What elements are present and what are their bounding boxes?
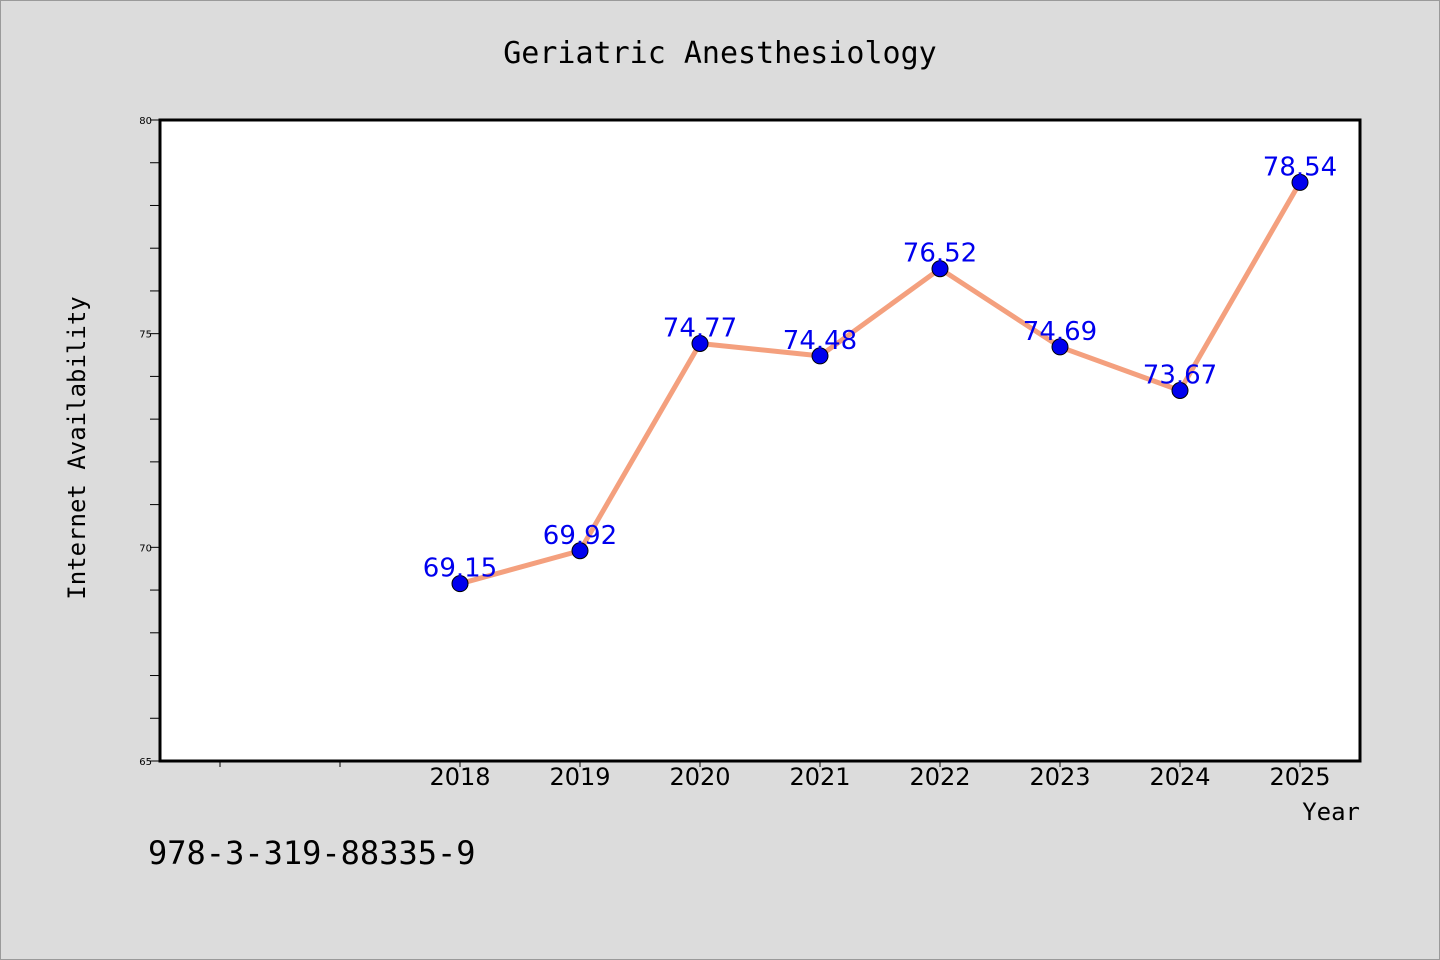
y-tick-label: 65 (139, 757, 152, 768)
x-tick-label: 2021 (789, 763, 850, 791)
plot-area (158, 118, 1362, 763)
x-tick-label: 2019 (549, 763, 610, 791)
x-tick-label: 2020 (669, 763, 730, 791)
series-line-group (451, 173, 1309, 593)
y-tick-label: 80 (139, 116, 152, 127)
isbn-code: 978-3-319-88335-9 (148, 834, 476, 872)
data-label: 74.69 (1023, 317, 1097, 347)
data-point (571, 542, 589, 560)
data-labels: 69.15 69.92 74.77 74.48 76.52 74.69 73.67 78.54 (423, 152, 1337, 583)
x-tick-label: 2022 (909, 763, 970, 791)
data-point (931, 260, 949, 278)
y-tick-label: 75 (139, 330, 152, 341)
data-label: 76.52 (903, 239, 977, 269)
data-label: 69.15 (423, 554, 497, 584)
x-tick-label: 2024 (1149, 763, 1210, 791)
data-point (1291, 173, 1309, 191)
x-axis-label: Year (1302, 798, 1360, 826)
data-point (811, 347, 829, 365)
x-axis: 2018 2019 2020 2021 2022 2023 2024 2025 (219, 761, 1331, 791)
data-point (691, 334, 709, 352)
data-point (1171, 382, 1189, 400)
data-point (451, 575, 469, 593)
data-label: 74.77 (663, 313, 737, 343)
y-tick-label: 70 (139, 543, 152, 554)
data-label: 74.48 (783, 326, 857, 356)
data-label: 73.67 (1143, 361, 1217, 391)
x-tick-label: 2018 (429, 763, 490, 791)
data-label: 69.92 (543, 521, 617, 551)
series-line (457, 179, 1303, 587)
y-axis: 65 70 75 80 (139, 116, 160, 768)
data-label: 78.54 (1263, 152, 1337, 182)
x-tick-label: 2023 (1029, 763, 1090, 791)
y-axis-label: Internet Availability (63, 296, 91, 599)
x-tick-label: 2025 (1269, 763, 1330, 791)
chart-title: Geriatric Anesthesiology (503, 36, 936, 71)
data-point (1051, 338, 1069, 356)
